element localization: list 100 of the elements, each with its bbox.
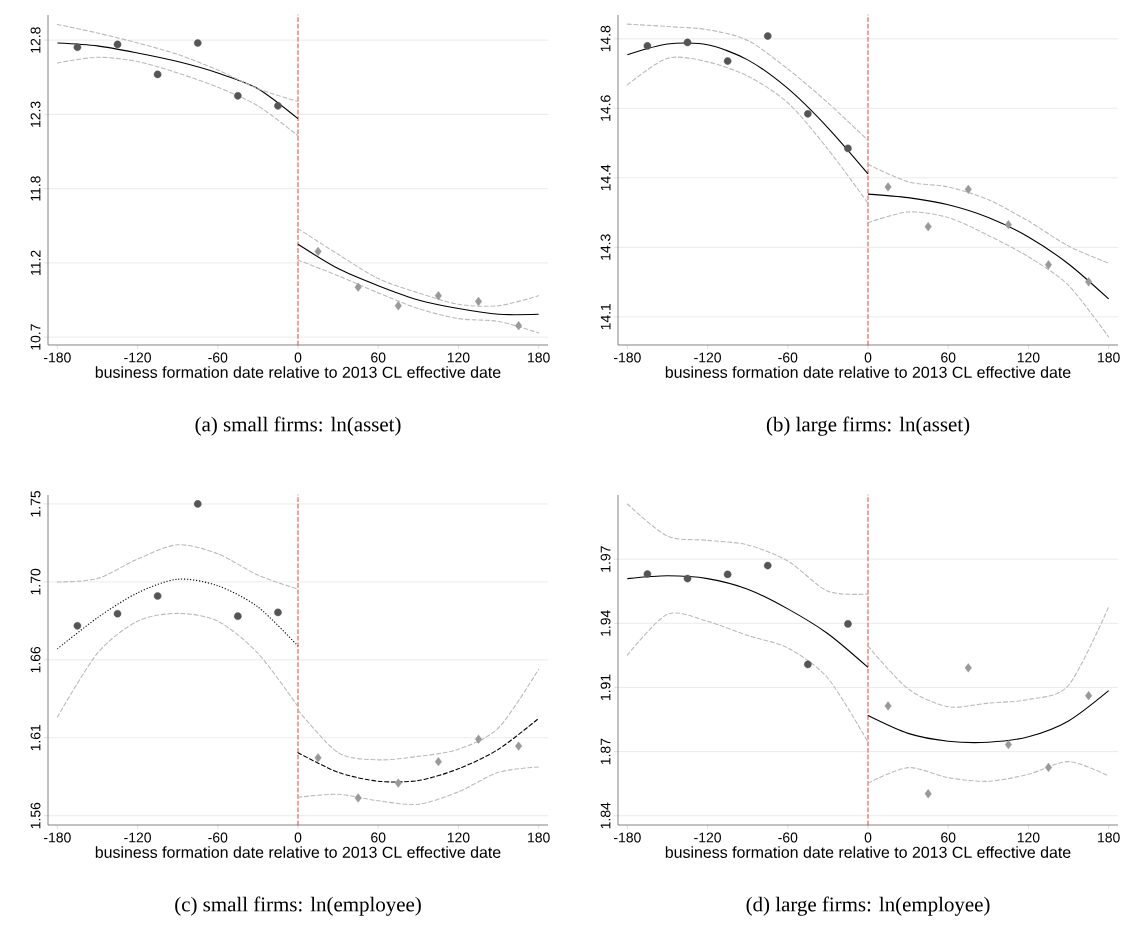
x-tick-label: -180 [614,832,641,843]
x-tick-label: 0 [864,352,872,363]
line-series [297,766,540,806]
line-series [56,42,299,120]
y-tick-label: 1.61 [30,724,41,751]
x-tick-label: 0 [294,352,302,363]
x-tick-label: 60 [941,832,956,843]
point [643,42,652,50]
y-tick-label: 1.97 [600,546,611,572]
y-tick-label: 11.2 [30,250,41,275]
text: (d) large firms: ln(employee) [746,896,990,916]
x-tick-label: -120 [124,352,151,363]
line-series [867,211,1110,338]
point [1004,740,1012,750]
y-tick-label: 10.7 [30,324,41,350]
point [73,622,82,630]
point [394,778,402,788]
point [434,291,442,301]
point [1085,691,1093,701]
y-tick-label: 1.94 [600,610,611,636]
line-series [56,56,299,137]
point [73,43,82,52]
x-tick-label: 120 [1017,352,1040,363]
point [515,741,523,751]
y-tick-label: 12.8 [30,27,41,53]
x-tick-label: 0 [864,832,872,843]
line-series [297,717,540,783]
x-tick-label: -120 [694,832,721,843]
x-tick-label: -60 [208,352,228,363]
x-axis-title: business formation date relative to 2013 CL effective date [95,366,501,378]
line-series [626,42,869,175]
x-tick-label: 120 [447,832,470,843]
x-tick-label: 180 [1098,352,1120,363]
line-series [867,163,1110,264]
point [804,660,812,669]
y-tick-label: 1.66 [30,646,41,673]
point [1085,277,1093,287]
line-series [626,612,869,743]
line-series [56,612,299,718]
point [354,793,362,803]
text: (c) small firms: ln(employee) [175,896,421,916]
point [515,321,523,331]
line-series [626,503,869,595]
x-tick-label: -120 [124,832,151,843]
x-axis-title: business formation date relative to 2013 CL effective date [665,366,1071,378]
point [153,70,162,79]
point [314,753,322,763]
x-tick-label: 120 [1017,832,1040,843]
point [113,609,122,618]
line-series [626,23,869,142]
y-tick-label: 14.3 [600,234,611,260]
point [643,570,652,578]
x-tick-label: 60 [371,832,386,843]
y-tick-label: 14.6 [600,95,611,121]
line-series [56,578,299,650]
x-tick-label: 180 [528,352,550,363]
y-tick-label: 14.8 [600,25,611,52]
point [274,608,282,617]
point [153,592,162,600]
point [683,574,692,583]
point [354,282,362,292]
point [434,757,442,767]
y-tick-label: 14.4 [600,164,611,191]
y-tick-label: 1.56 [30,802,41,829]
line-series [56,23,299,103]
point [763,561,772,570]
y-tick-label: 1.70 [30,568,41,595]
x-axis-title: business formation date relative to 2013 CL effective date [95,846,501,858]
point [1045,260,1052,270]
point [193,500,202,508]
point [234,92,242,100]
line-series [626,56,869,204]
x-tick-label: -180 [44,352,71,363]
x-tick-label: -180 [614,352,641,363]
point [763,32,772,40]
line-series [297,668,540,761]
point [964,184,972,194]
point [804,110,812,118]
y-tick-label: 1.75 [30,490,41,517]
x-tick-label: 60 [371,352,386,363]
x-tick-label: -180 [44,832,71,843]
line-series [867,193,1110,300]
point [314,246,322,257]
point [884,182,892,192]
point [1004,220,1012,230]
point [844,620,852,628]
point [723,57,732,65]
y-tick-label: 12.3 [30,101,41,127]
x-tick-label: -60 [778,832,798,843]
x-tick-label: 120 [447,352,470,363]
point [723,570,732,579]
text: (b) large firms: ln(asset) [766,416,970,436]
point [474,734,482,744]
x-tick-label: 180 [528,832,550,843]
line-series [626,575,869,668]
line-series [297,259,540,334]
x-tick-label: 60 [941,352,956,363]
x-tick-label: 180 [1098,832,1120,843]
point [924,789,932,799]
line-series [297,228,540,307]
